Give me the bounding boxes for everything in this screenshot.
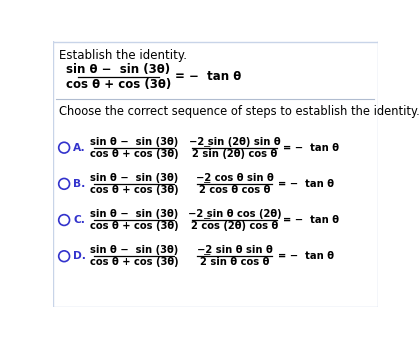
Text: Choose the correct sequence of steps to establish the identity.: Choose the correct sequence of steps to …: [59, 105, 420, 118]
Circle shape: [59, 251, 70, 262]
Circle shape: [59, 178, 70, 189]
Text: cos θ + cos (3θ): cos θ + cos (3θ): [89, 257, 178, 267]
Text: =: =: [203, 215, 212, 225]
Circle shape: [59, 215, 70, 225]
Text: 2 cos θ cos θ: 2 cos θ cos θ: [199, 185, 270, 195]
Text: sin θ −  sin (3θ): sin θ − sin (3θ): [66, 63, 171, 76]
Text: = −  tan θ: = − tan θ: [278, 251, 334, 261]
Text: C.: C.: [74, 215, 85, 225]
Text: −2 sin θ cos (2θ): −2 sin θ cos (2θ): [188, 209, 281, 219]
Text: cos θ + cos (3θ): cos θ + cos (3θ): [89, 221, 178, 231]
Text: =: =: [203, 251, 212, 261]
Text: −2 sin θ sin θ: −2 sin θ sin θ: [197, 245, 273, 255]
Text: = −  tan θ: = − tan θ: [284, 143, 339, 152]
Text: 2 sin (2θ) cos θ: 2 sin (2θ) cos θ: [192, 149, 277, 159]
Text: sin θ −  sin (3θ): sin θ − sin (3θ): [90, 209, 178, 219]
Text: = −  tan θ: = − tan θ: [175, 70, 241, 83]
Text: B.: B.: [74, 179, 86, 189]
Text: −2 sin (2θ) sin θ: −2 sin (2θ) sin θ: [189, 137, 281, 147]
Text: = −  tan θ: = − tan θ: [278, 179, 334, 189]
Text: cos θ + cos (3θ): cos θ + cos (3θ): [66, 78, 171, 91]
Text: Establish the identity.: Establish the identity.: [59, 49, 187, 62]
Text: 2 sin θ cos θ: 2 sin θ cos θ: [200, 257, 269, 267]
Text: sin θ −  sin (3θ): sin θ − sin (3θ): [90, 173, 178, 183]
Text: 2 cos (2θ) cos θ: 2 cos (2θ) cos θ: [191, 221, 278, 231]
Text: = −  tan θ: = − tan θ: [284, 215, 339, 225]
Text: D.: D.: [74, 251, 86, 261]
Text: cos θ + cos (3θ): cos θ + cos (3θ): [89, 185, 178, 195]
Text: sin θ −  sin (3θ): sin θ − sin (3θ): [90, 245, 178, 255]
Text: cos θ + cos (3θ): cos θ + cos (3θ): [89, 149, 178, 159]
Circle shape: [59, 142, 70, 153]
Text: =: =: [203, 179, 212, 189]
Text: A.: A.: [74, 143, 86, 152]
Text: sin θ −  sin (3θ): sin θ − sin (3θ): [90, 137, 178, 147]
Text: −2 cos θ sin θ: −2 cos θ sin θ: [196, 173, 273, 183]
Text: =: =: [203, 143, 212, 152]
